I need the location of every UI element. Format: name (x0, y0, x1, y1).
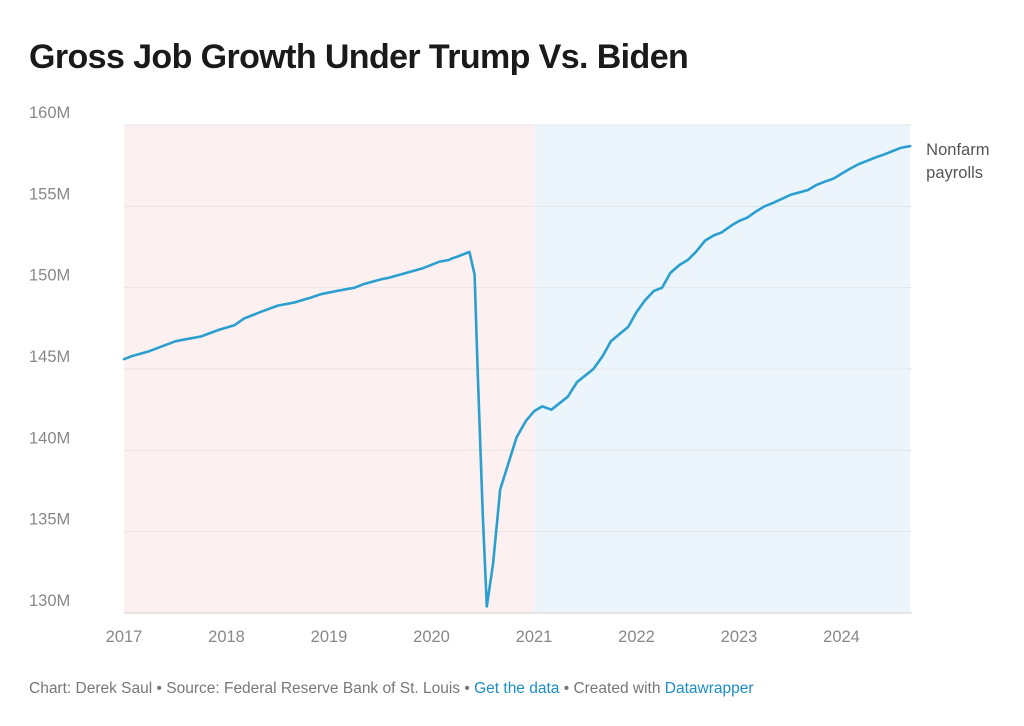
footer-separator: • (152, 680, 167, 697)
footer-separator: • (559, 680, 574, 697)
x-tick-label: 2019 (311, 628, 348, 646)
series-label-line: payrolls (926, 164, 983, 182)
footer-source: Source: Federal Reserve Bank of St. Loui… (166, 680, 461, 697)
y-tick-label: 160M (29, 104, 70, 122)
footer-created-with: Created with (573, 680, 665, 697)
series (122, 144, 912, 608)
series-labels: Nonfarm payrolls (926, 141, 989, 182)
y-tick-label: 135M (29, 511, 70, 529)
series-label: Nonfarm payrolls (926, 141, 989, 182)
x-axis-tick-labels: 2017 2018 2019 2020 2021 2022 2023 2024 (106, 628, 860, 646)
y-tick-label: 155M (29, 185, 70, 203)
y-axis-tick-labels: 130M 135M 140M 145M 150M 155M 160M (29, 104, 70, 610)
series-label-line: Nonfarm (926, 141, 989, 159)
datawrapper-link[interactable]: Datawrapper (664, 680, 754, 697)
nonfarm-payrolls-line (122, 144, 912, 608)
x-tick-label: 2024 (823, 628, 860, 646)
y-tick-label: 140M (29, 429, 70, 447)
y-tick-label: 145M (29, 348, 70, 366)
y-tick-label: 150M (29, 267, 70, 285)
x-tick-label: 2018 (208, 628, 245, 646)
x-tick-label: 2021 (516, 628, 553, 646)
x-tick-label: 2017 (106, 628, 143, 646)
chart-title: Gross Job Growth Under Trump Vs. Biden (29, 38, 689, 76)
footer-credit: Chart: Derek Saul (29, 680, 153, 697)
gridlines (124, 124, 912, 614)
x-tick-label: 2022 (618, 628, 655, 646)
get-the-data-link[interactable]: Get the data (474, 680, 560, 697)
footer: Chart: Derek Saul • Source: Federal Rese… (29, 680, 754, 698)
x-tick-label: 2020 (413, 628, 450, 646)
x-tick-label: 2023 (721, 628, 758, 646)
footer-separator: • (460, 680, 475, 697)
y-tick-label: 130M (29, 592, 70, 610)
